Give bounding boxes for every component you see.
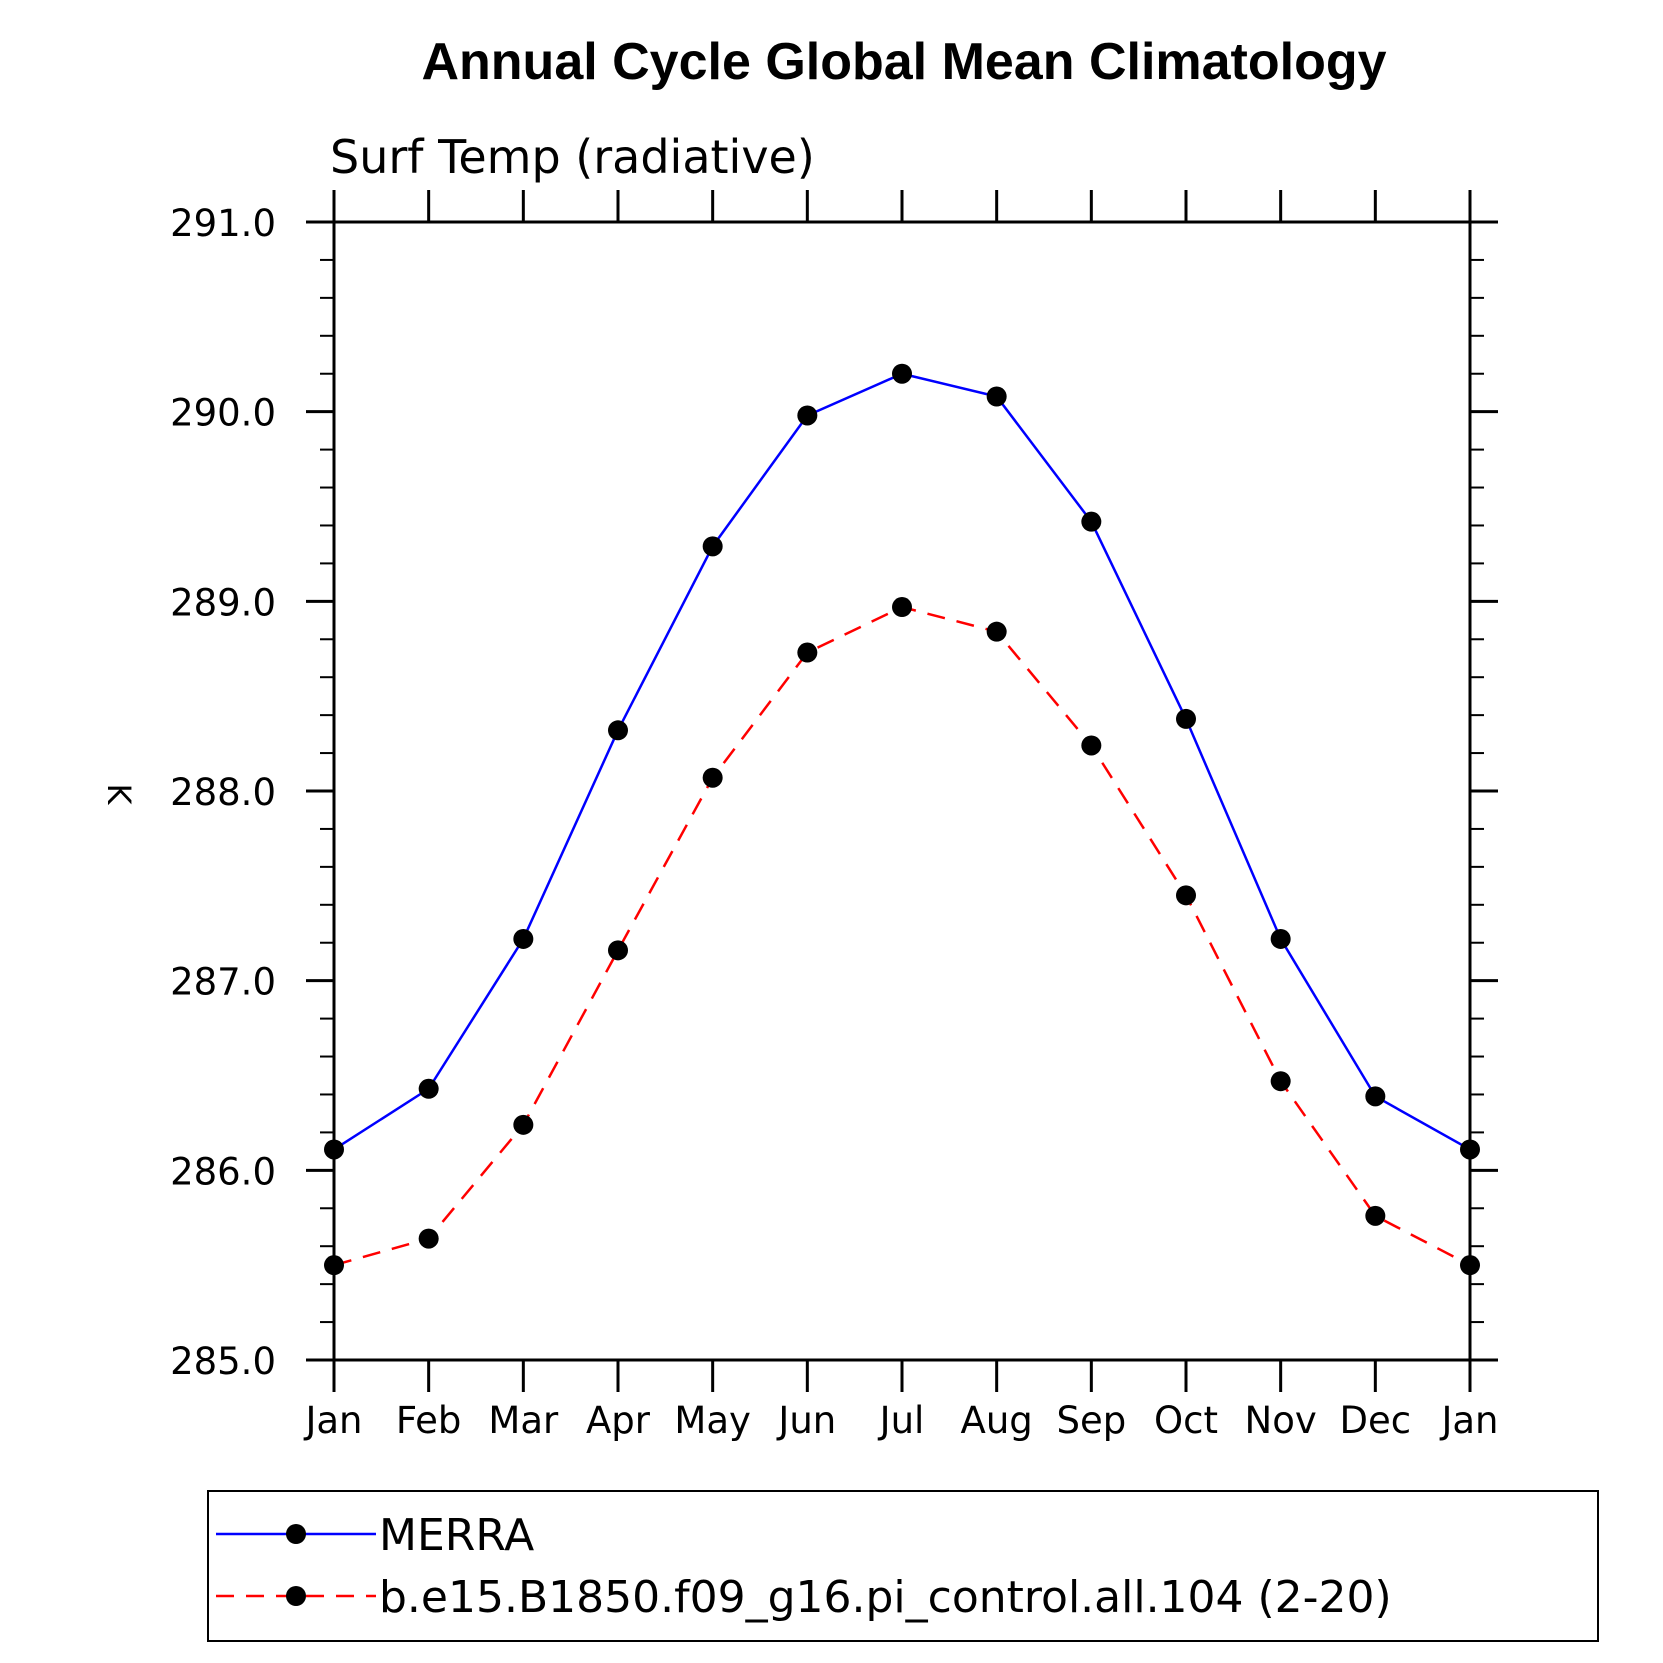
axis-ticks: [306, 190, 1498, 1392]
y-tick-labels: 285.0 286.0 287.0 288.0 289.0 290.0 291.0: [170, 202, 276, 1383]
data-point-series-1: [1081, 735, 1102, 756]
y-axis-label: K: [100, 784, 138, 806]
legend: MERRA b.e15.B1850.f09_g16.pi_control.all…: [207, 1490, 1599, 1642]
data-point-series-1: [1270, 1071, 1291, 1092]
data-point-series-0: [608, 720, 628, 741]
legend-box: [207, 1490, 1599, 1642]
x-tick-label: Apr: [586, 1399, 651, 1442]
series-line-0: [333, 372, 1471, 1151]
data-point-series-0: [797, 405, 818, 426]
legend-label-merra: MERRA: [379, 1510, 534, 1561]
chart-subtitle: Surf Temp (radiative): [330, 130, 815, 184]
data-point-series-1: [892, 597, 912, 618]
data-point-series-0: [986, 386, 1007, 407]
data-point-series-1: [513, 1114, 534, 1135]
y-tick-label: 291.0: [170, 202, 276, 245]
data-point-series-1: [418, 1228, 439, 1249]
x-tick-label: Dec: [1340, 1399, 1412, 1442]
chart-title: Annual Cycle Global Mean Climatology: [421, 33, 1386, 91]
x-tick-label: May: [674, 1399, 751, 1442]
data-point-series-0: [513, 928, 534, 949]
data-point-series-0: [1081, 511, 1102, 532]
data-point-series-1: [1365, 1205, 1386, 1226]
data-point-series-1: [608, 940, 628, 961]
data-point-series-0: [702, 536, 723, 557]
data-point-series-0: [892, 363, 912, 384]
legend-marker-model: [286, 1586, 306, 1606]
y-tick-label: 290.0: [170, 392, 276, 435]
y-tick-label: 289.0: [170, 581, 276, 624]
x-tick-label: Jan: [1439, 1399, 1498, 1442]
data-point-series-1: [986, 621, 1007, 642]
x-tick-label: Jul: [878, 1399, 925, 1442]
y-tick-label: 287.0: [170, 961, 276, 1004]
x-tick-label: Feb: [396, 1399, 462, 1442]
x-tick-labels: Jan Feb Mar Apr May Jun Jul Aug Sep Oct Nov Dec Jan: [303, 1399, 1498, 1442]
data-point-series-0: [1176, 708, 1196, 729]
legend-label-model: b.e15.B1850.f09_g16.pi_control.all.104 (…: [379, 1572, 1392, 1623]
series-line-1: [333, 605, 1471, 1267]
x-tick-label: Nov: [1245, 1399, 1317, 1442]
y-tick-label: 288.0: [170, 771, 276, 814]
legend-marker-merra: [286, 1524, 306, 1544]
y-tick-label: 285.0: [170, 1340, 276, 1383]
x-tick-label: Jun: [776, 1399, 836, 1442]
data-point-series-0: [1270, 928, 1291, 949]
data-point-series-1: [1176, 885, 1196, 906]
x-tick-label: Aug: [961, 1399, 1033, 1442]
data-point-series-1: [797, 642, 818, 663]
data-point-series-0: [1365, 1086, 1386, 1107]
x-tick-label: Mar: [488, 1399, 559, 1442]
x-tick-label: Jan: [303, 1399, 362, 1442]
plot-frame: [332, 220, 1472, 1362]
data-point-series-1: [702, 767, 723, 788]
y-tick-label: 286.0: [170, 1150, 276, 1193]
x-tick-label: Oct: [1154, 1399, 1218, 1442]
x-tick-label: Sep: [1056, 1399, 1126, 1442]
data-point-series-0: [418, 1078, 439, 1099]
series-layer: [324, 363, 1480, 1276]
